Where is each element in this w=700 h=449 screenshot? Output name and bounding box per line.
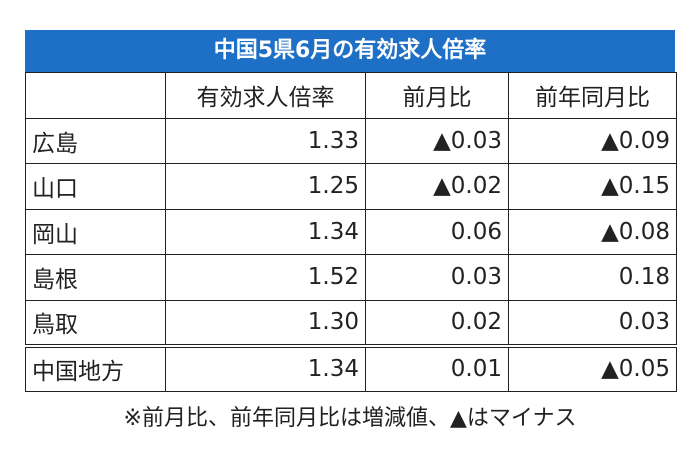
value-cell: 0.03 bbox=[365, 254, 509, 301]
value-cell: 0.03 bbox=[508, 299, 677, 346]
value-cell: ▲0.05 bbox=[508, 343, 677, 392]
header-cell: 有効求人倍率 bbox=[165, 72, 366, 119]
table-row: 島根 1.52 0.03 0.18 bbox=[25, 254, 677, 301]
header-row: 有効求人倍率 前月比 前年同月比 bbox=[25, 72, 677, 119]
table-row: 中国地方 1.34 0.01 ▲0.05 bbox=[25, 343, 677, 392]
value-cell: 0.01 bbox=[365, 343, 509, 392]
region-cell: 島根 bbox=[25, 254, 166, 301]
value-cell: 1.25 bbox=[165, 163, 366, 210]
value-cell: 1.34 bbox=[165, 343, 366, 392]
header-cell: 前年同月比 bbox=[508, 72, 677, 119]
table-title: 中国5県6月の有効求人倍率 bbox=[25, 30, 675, 72]
table-row: 山口 1.25 ▲0.02 ▲0.15 bbox=[25, 163, 677, 210]
region-cell: 広島 bbox=[25, 117, 166, 164]
value-cell: 0.06 bbox=[365, 208, 509, 255]
value-cell: 0.02 bbox=[365, 299, 509, 346]
table: 有効求人倍率 前月比 前年同月比 広島 1.33 ▲0.03 ▲0.09 山口 1.25 ▲0.0… bbox=[25, 72, 677, 392]
header-cell: 前月比 bbox=[365, 72, 509, 119]
region-cell: 中国地方 bbox=[25, 343, 166, 392]
table-row: 鳥取 1.30 0.02 0.03 bbox=[25, 299, 677, 346]
value-cell: ▲0.15 bbox=[508, 163, 677, 210]
value-cell: ▲0.08 bbox=[508, 208, 677, 255]
table-row: 岡山 1.34 0.06 ▲0.08 bbox=[25, 208, 677, 255]
value-cell: 1.33 bbox=[165, 117, 366, 164]
region-cell: 山口 bbox=[25, 163, 166, 210]
region-cell: 鳥取 bbox=[25, 299, 166, 346]
corner-cell bbox=[25, 72, 166, 119]
value-cell: 1.30 bbox=[165, 299, 366, 346]
table-row: 広島 1.33 ▲0.03 ▲0.09 bbox=[25, 117, 677, 164]
footnote: ※前月比、前年同月比は増減値、▲はマイナス bbox=[123, 406, 577, 431]
value-cell: ▲0.03 bbox=[365, 117, 509, 164]
value-cell: 1.52 bbox=[165, 254, 366, 301]
region-cell: 岡山 bbox=[25, 208, 166, 255]
value-cell: 0.18 bbox=[508, 254, 677, 301]
value-cell: ▲0.09 bbox=[508, 117, 677, 164]
value-cell: 1.34 bbox=[165, 208, 366, 255]
value-cell: ▲0.02 bbox=[365, 163, 509, 210]
